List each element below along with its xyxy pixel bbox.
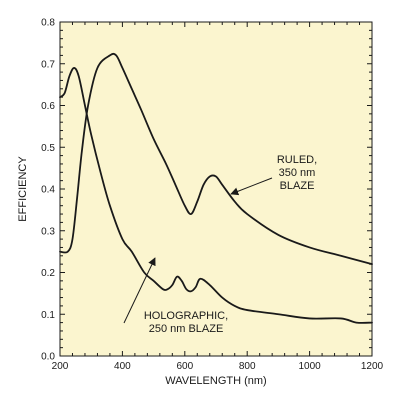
annotation-holographic-line-1: HOLOGRAPHIC, [144,310,228,322]
annotation-ruled-line-1: RULED, [277,154,317,166]
ruled-350nm-curve [59,52,373,266]
x-tick-label: 800 [239,361,256,372]
holographic-250nm-curve [59,67,373,324]
y-tick-label: 0.4 [41,185,55,196]
annotation-ruled: RULED, 350 nm BLAZE [230,154,317,196]
annotation-ruled-arrow [230,177,273,196]
x-tick-label: 1000 [298,361,321,372]
series-layer [59,52,373,324]
y-tick-label: 0.8 [41,18,55,29]
annotation-ruled-line-2: 350 nm [279,167,316,179]
plot-frame [59,21,373,357]
y-tick-label: 0.3 [41,226,55,237]
x-tick-label: 600 [176,361,193,372]
annotation-holographic-arrow [123,257,156,324]
y-tick-label: 0.0 [41,352,55,363]
annotation-holographic-line-2: 250 nm BLAZE [149,323,224,335]
annotation-holographic: HOLOGRAPHIC, 250 nm BLAZE [123,257,228,335]
annotation-ruled-line-3: BLAZE [280,180,315,192]
y-tick-label: 0.7 [41,59,55,70]
y-tick-label: 0.6 [41,101,55,112]
x-tick-label: 200 [52,361,69,372]
plot-area-background [60,22,372,356]
x-axis-label: WAVELENGTH (nm) [165,375,266,387]
x-tick-label: 400 [114,361,131,372]
y-tick-label: 0.1 [41,310,55,321]
y-axis-label: EFFICIENCY [17,156,29,222]
x-tick-label: 1200 [361,361,384,372]
y-tick-label: 0.5 [41,143,55,154]
y-tick-label: 0.2 [41,268,55,279]
